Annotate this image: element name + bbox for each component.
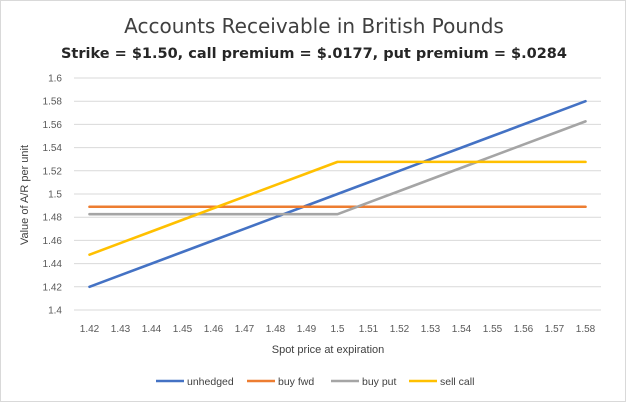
series-lines: [88, 99, 587, 289]
x-tick-label: 1.46: [204, 324, 224, 335]
x-tick-label: 1.49: [297, 324, 317, 335]
x-tick-label: 1.5: [331, 324, 345, 335]
x-tick-label: 1.45: [173, 324, 193, 335]
x-tick-label: 1.52: [390, 324, 410, 335]
x-tick-label: 1.53: [421, 324, 441, 335]
y-tick-label: 1.48: [43, 213, 63, 224]
x-tick-label: 1.47: [235, 324, 255, 335]
x-tick-label: 1.57: [545, 324, 565, 335]
y-tick-label: 1.54: [43, 143, 63, 154]
chart-subtitle: Strike = $1.50, call premium = $.0177, p…: [61, 46, 567, 62]
y-tick-label: 1.58: [43, 97, 63, 108]
legend: unhedged buy fwd buy put sell call: [156, 376, 474, 388]
x-tick-label: 1.48: [266, 324, 286, 335]
y-tick-label: 1.4: [48, 306, 62, 317]
series-line-unhedged: [88, 99, 587, 289]
y-tick-label: 1.6: [48, 74, 62, 85]
x-tick-label: 1.56: [514, 324, 534, 335]
chart-title: Accounts Receivable in British Pounds: [124, 14, 504, 38]
x-tick-label: 1.44: [142, 324, 162, 335]
x-tick-label: 1.58: [576, 324, 596, 335]
y-tick-label: 1.5: [48, 190, 62, 201]
series-line-buy-put: [88, 120, 587, 216]
y-axis-label: Value of A/R per unit: [19, 145, 31, 245]
legend-label: sell call: [440, 376, 474, 388]
legend-label: buy put: [362, 376, 397, 388]
y-tick-label: 1.44: [43, 259, 63, 270]
x-tick-label: 1.51: [359, 324, 379, 335]
x-tick-label: 1.54: [452, 324, 472, 335]
y-axis-ticks: 1.4 1.42 1.44 1.46 1.48 1.5 1.52 1.54 1.56 1.58 1.…: [43, 74, 63, 317]
x-tick-label: 1.43: [111, 324, 131, 335]
y-tick-label: 1.52: [43, 166, 63, 177]
x-axis-label: Spot price at expiration: [272, 344, 385, 356]
x-axis-ticks: 1.42 1.43 1.44 1.45 1.46 1.47 1.48 1.49 1.5 1.51 1…: [80, 324, 596, 335]
series-line-sell-call: [88, 160, 587, 256]
legend-label: unhedged: [187, 376, 234, 388]
y-tick-label: 1.46: [43, 236, 63, 247]
x-tick-label: 1.42: [80, 324, 100, 335]
y-tick-label: 1.56: [43, 120, 63, 131]
legend-label: buy fwd: [278, 376, 314, 388]
x-tick-label: 1.55: [483, 324, 503, 335]
y-tick-label: 1.42: [43, 282, 63, 293]
